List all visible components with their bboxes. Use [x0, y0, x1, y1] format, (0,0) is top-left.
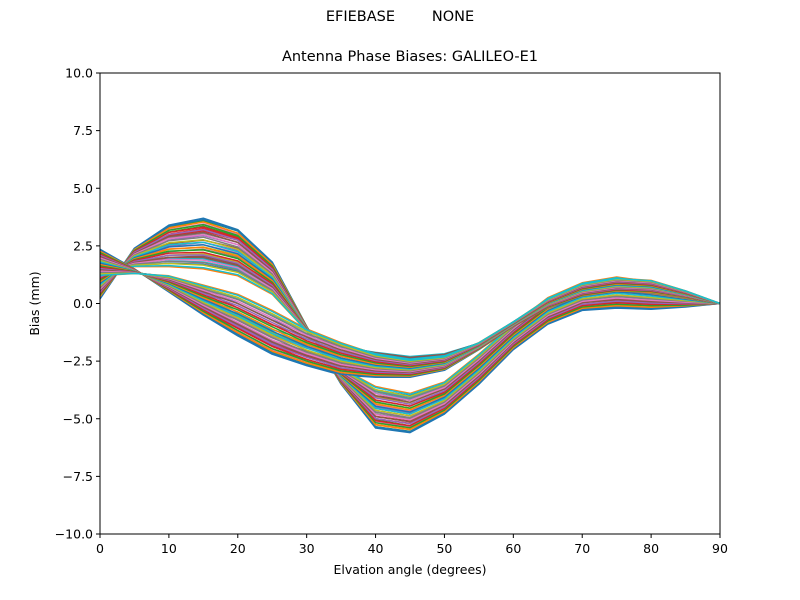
series-line: [99, 258, 721, 368]
series-line: [99, 248, 721, 407]
x-tick-label: 90: [712, 541, 728, 556]
series-line: [99, 255, 721, 374]
series-lines: [99, 217, 721, 434]
series-line: [99, 231, 721, 423]
y-tick-label: −2.5: [63, 354, 93, 369]
series-line: [99, 265, 721, 395]
chart-title: Antenna Phase Biases: GALILEO-E1: [281, 49, 539, 65]
series-line: [99, 272, 721, 362]
y-tick-label: 2.5: [73, 238, 93, 253]
series-line: [99, 246, 721, 410]
y-tick-label: −10.0: [55, 527, 93, 542]
series-line: [99, 260, 721, 367]
y-tick-label: 7.5: [73, 123, 93, 138]
x-axis-label: Elvation angle (degrees): [333, 562, 486, 577]
series-line: [99, 259, 721, 371]
series-line: [99, 217, 721, 434]
series-line: [99, 221, 721, 431]
y-tick-label: 5.0: [73, 181, 93, 196]
x-tick-label: 40: [368, 541, 384, 556]
x-tick-label: 20: [230, 541, 246, 556]
series-line: [99, 239, 721, 417]
x-tick-label: 30: [299, 541, 315, 556]
series-line: [99, 241, 721, 415]
series-line: [99, 258, 721, 372]
x-tick-label: 80: [643, 541, 659, 556]
x-tick-label: 60: [505, 541, 521, 556]
y-tick-label: 0.0: [73, 296, 93, 311]
series-line: [99, 218, 721, 433]
series-line: [99, 253, 721, 404]
series-line: [99, 253, 721, 374]
x-tick-label: 10: [161, 541, 177, 556]
series-line: [99, 254, 721, 375]
series-line: [99, 233, 721, 421]
figure-suptitle: EFIEBASE NONE: [325, 9, 475, 25]
series-line: [99, 236, 721, 419]
series-line: [99, 244, 721, 413]
series-line: [99, 254, 721, 405]
x-axis-ticks: 0 10 20 30 40 50 60 70 80 90: [96, 534, 728, 556]
series-line: [99, 256, 721, 370]
x-tick-label: 0: [96, 541, 104, 556]
series-line: [99, 228, 721, 425]
series-line: [99, 252, 721, 375]
x-tick-label: 50: [436, 541, 452, 556]
y-axis-ticks: 10.0 7.5 5.0 2.5 0.0 −2.5 −5.0 −7.5 −10.0: [55, 66, 100, 542]
series-line: [99, 223, 721, 429]
series-line: [99, 246, 721, 411]
series-line: [99, 251, 721, 407]
series-line: [99, 249, 721, 409]
y-axis-label: Bias (mm): [27, 271, 42, 335]
series-line: [99, 243, 721, 412]
y-tick-label: 10.0: [65, 66, 93, 81]
series-line: [99, 226, 721, 427]
y-tick-label: −5.0: [63, 411, 93, 426]
series-line: [99, 255, 721, 372]
y-tick-label: −7.5: [63, 469, 93, 484]
series-line: [99, 257, 721, 369]
x-tick-label: 70: [574, 541, 590, 556]
series-line: [99, 239, 721, 415]
series-line: [99, 257, 721, 373]
